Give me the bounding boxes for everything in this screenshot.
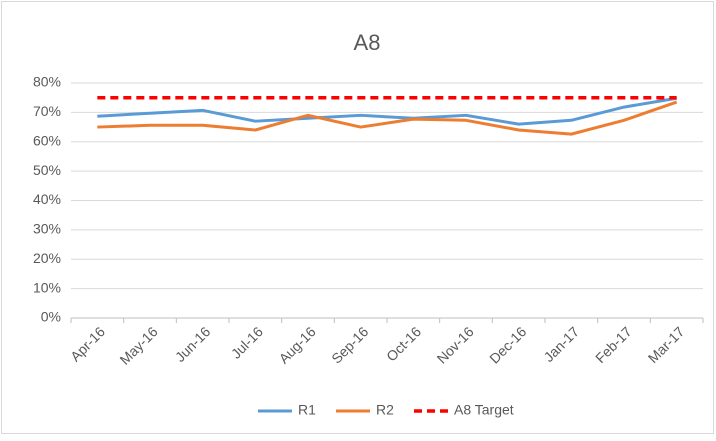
- legend-label: A8 Target: [454, 402, 514, 418]
- y-tick-label: 60%: [33, 132, 61, 148]
- legend-label: R2: [376, 402, 394, 418]
- y-tick-label: 20%: [33, 250, 61, 266]
- y-tick-label: 50%: [33, 162, 61, 178]
- y-tick-label: 80%: [33, 74, 61, 90]
- y-tick-label: 40%: [33, 191, 61, 207]
- y-tick-label: 10%: [33, 279, 61, 295]
- chart-frame: [1, 1, 714, 434]
- y-tick-label: 70%: [33, 103, 61, 119]
- legend-label: R1: [298, 402, 316, 418]
- series-line: [97, 100, 678, 136]
- y-tick-label: 30%: [33, 221, 61, 237]
- series-line: [97, 96, 677, 126]
- y-tick-label: 0%: [41, 309, 61, 325]
- chart-title: A8: [354, 30, 381, 55]
